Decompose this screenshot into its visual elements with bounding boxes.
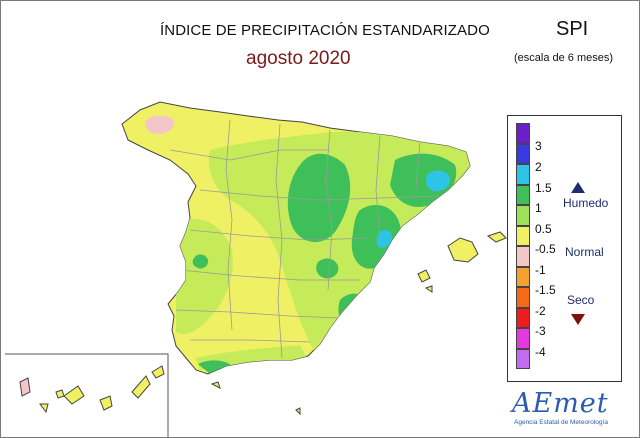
island-mallorca (447, 237, 479, 263)
ceuta (210, 381, 221, 389)
legend-tick: 1 (535, 201, 542, 215)
region-green-center (287, 153, 351, 243)
legend-swatch (516, 307, 530, 328)
legend-tick: 2 (535, 160, 542, 174)
island-gran-canaria (99, 395, 113, 411)
legend-tick: -4 (535, 345, 546, 359)
region-green-southeast (338, 293, 371, 330)
island-fuerteventura (131, 375, 151, 399)
legend-swatch (516, 246, 530, 267)
legend-tick: -0.5 (535, 242, 556, 256)
legend-swatch (516, 328, 530, 349)
legend-tick: 3 (535, 139, 542, 153)
triangle-up-icon (571, 182, 585, 193)
island-la-palma (19, 377, 31, 397)
legend-tick: 1.5 (535, 181, 552, 195)
region-pink-galicia (145, 115, 175, 134)
legend-swatch (516, 164, 530, 185)
legend-swatch (516, 266, 530, 287)
logo-wordmark: AEmet (512, 388, 609, 419)
island-ibiza (417, 269, 431, 283)
legend-swatch (516, 205, 530, 226)
melilla (295, 407, 301, 416)
aemet-logo: AEmet Agencia Estatal de Meteorología (512, 388, 627, 432)
legend-swatch (516, 287, 530, 308)
island-menorca (486, 231, 507, 243)
legend-dry-label: Seco (567, 293, 595, 307)
region-green-south-coast (198, 360, 232, 374)
legend-tick: -3 (535, 324, 546, 338)
map-period: agosto 2020 (246, 48, 351, 69)
balearic-islands (417, 231, 507, 293)
legend-swatch (516, 123, 530, 144)
legend-swatch (516, 184, 530, 205)
region-cyan-catalonia (425, 170, 451, 192)
region-green-small (316, 258, 339, 279)
scale-note: (escala de 6 meses) (514, 52, 614, 64)
triangle-down-icon (571, 314, 585, 325)
legend-swatch (516, 225, 530, 246)
region-green-east (351, 205, 401, 269)
logo-subtitle: Agencia Estatal de Meteorología (514, 419, 608, 426)
legend-swatch (516, 143, 530, 164)
region-green-northeast (390, 153, 457, 208)
legend-tick: -2 (535, 304, 546, 318)
peninsula-map (121, 101, 471, 375)
legend-tick: -1 (535, 263, 546, 277)
legend-humid-label: Humedo (563, 196, 609, 210)
island-el-hierro (39, 403, 49, 414)
island-la-gomera (55, 389, 65, 399)
island-lanzarote (151, 365, 165, 379)
region-light-green-west (176, 218, 233, 335)
island-tenerife (63, 385, 85, 405)
canary-islands-inset (5, 353, 169, 437)
legend-swatch (516, 348, 530, 369)
legend-normal-label: Normal (565, 245, 604, 259)
legend-tick: -1.5 (535, 283, 556, 297)
legend: 3 2 1.5 1 0.5 -0.5 -1 -1.5 -2 -3 -4 Hume… (507, 115, 622, 382)
page-title: ÍNDICE DE PRECIPITACIÓN ESTANDARIZADO (160, 22, 490, 39)
region-cyan-valencia (376, 230, 392, 248)
island-formentera (424, 285, 433, 293)
index-name: SPI (556, 18, 589, 40)
legend-tick: 0.5 (535, 222, 552, 236)
region-green-sw (192, 254, 209, 269)
